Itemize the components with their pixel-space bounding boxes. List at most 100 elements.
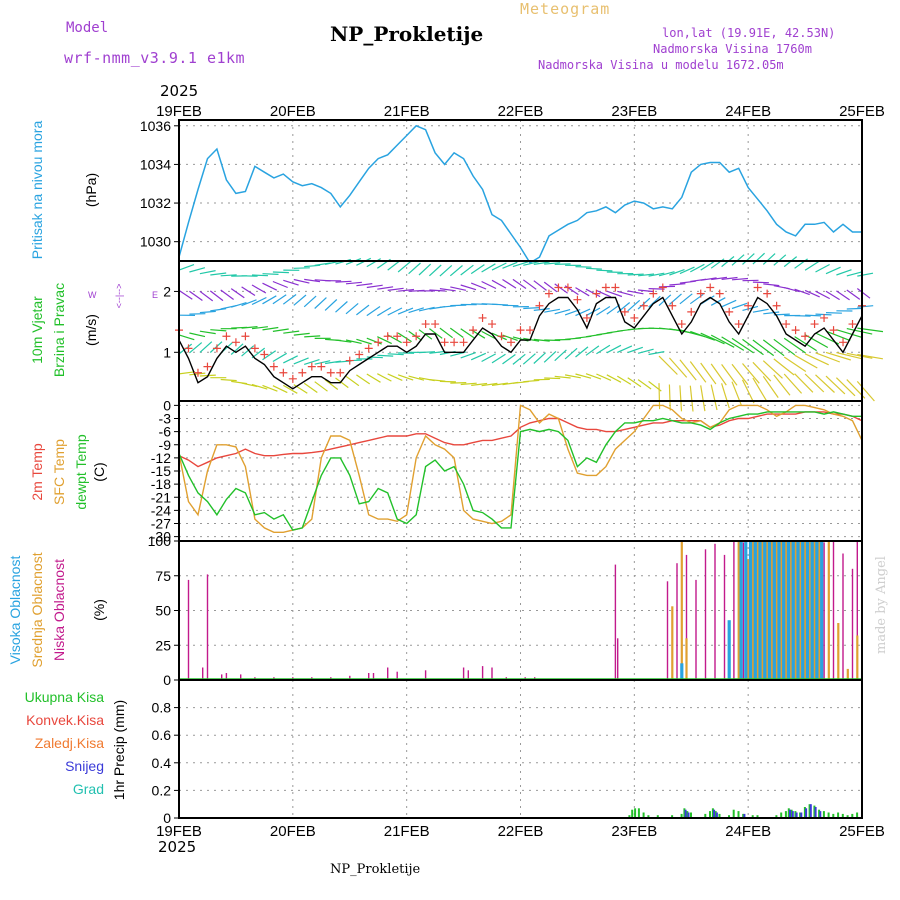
cloud-bar <box>846 668 849 680</box>
precip-legend-item: Zaledj.Kisa <box>35 735 104 751</box>
cloud-bar <box>221 674 223 680</box>
wind-vector <box>596 305 611 316</box>
wind-gust-marker <box>326 368 335 377</box>
wind-vector <box>449 265 463 277</box>
cloud-bar <box>714 543 716 680</box>
wind-vector <box>283 384 298 394</box>
wind-vector <box>502 261 518 269</box>
wind-vector <box>689 361 707 383</box>
cloud-bar <box>794 541 797 680</box>
y-tick-label: 75 <box>155 568 171 584</box>
wind-vector <box>460 264 474 276</box>
wind-gust-marker <box>336 368 345 377</box>
wind-vector <box>721 364 738 386</box>
wind-vector <box>189 290 203 301</box>
wind-vector <box>846 352 873 359</box>
cloud-bar <box>748 541 753 680</box>
pressure-series-line <box>178 124 862 264</box>
precip-bar <box>818 809 821 818</box>
cloud-bar <box>804 541 807 680</box>
wind-vector <box>700 385 706 412</box>
cloud-bar <box>617 638 619 680</box>
wind-vector <box>637 379 652 390</box>
cloud-bar <box>695 579 697 680</box>
cloud-bar <box>685 554 688 680</box>
wind-vector <box>460 284 477 291</box>
cloud-bar <box>801 541 805 680</box>
wind-gust-marker <box>307 362 316 371</box>
precip-bar <box>631 809 634 818</box>
x-tick-label-top: 23FEB <box>611 103 657 120</box>
wind-gust-marker <box>753 283 762 292</box>
y-tick-label: -27 <box>151 516 171 532</box>
wind-vector <box>752 361 772 382</box>
wind-vector <box>700 260 715 271</box>
wind-vector <box>523 379 540 383</box>
wind-vector <box>658 271 675 277</box>
wind-vector <box>189 332 206 338</box>
precip-bar <box>742 813 745 818</box>
cloud-bar <box>763 541 767 680</box>
wind-vector <box>846 307 863 310</box>
wind-vector <box>804 353 829 366</box>
wind-vector <box>533 352 547 364</box>
wind-vector <box>491 262 507 271</box>
wind-gust-marker <box>544 289 553 298</box>
wind-vector <box>398 288 415 292</box>
precip-bar <box>814 807 817 818</box>
wind-vector <box>836 352 862 360</box>
y-tick-label: 100 <box>148 533 172 549</box>
precip-bar <box>837 812 840 818</box>
precip-legend-item: Snijeg <box>65 758 104 774</box>
temperature-series-line <box>178 411 863 468</box>
wind-vector <box>324 299 338 311</box>
wind-gust-marker <box>696 289 705 298</box>
cloud-bar <box>805 541 810 680</box>
wind-vector <box>356 304 370 316</box>
wind-vector <box>220 378 237 382</box>
wind-vector <box>366 258 381 268</box>
wind-vector <box>533 338 550 342</box>
wind-gust-marker <box>469 326 478 335</box>
wind-vector <box>210 329 227 332</box>
wind-vector <box>272 385 288 394</box>
pressure-unit-label: (hPa) <box>83 173 99 207</box>
wind-vector <box>366 306 381 317</box>
wind-axis-title: 10m Vjetar <box>29 296 45 364</box>
wind-vector <box>439 264 453 277</box>
x-tick-label-bottom: 24FEB <box>725 823 771 840</box>
wind-vector <box>283 355 298 364</box>
cloud-bar <box>832 541 835 680</box>
wind-vector <box>752 252 766 265</box>
wind-vector <box>460 382 477 386</box>
cloud-bar <box>791 541 795 680</box>
wind-gust-marker <box>279 368 288 377</box>
wind-vector <box>731 337 754 354</box>
wind-vector <box>700 277 717 281</box>
wind-vector <box>439 288 456 292</box>
wind-vector <box>585 288 601 298</box>
precip-bar <box>795 812 798 818</box>
wind-vector <box>262 273 279 275</box>
wind-vector <box>283 279 299 286</box>
wind-gust-marker <box>507 338 516 347</box>
wind-vector <box>397 261 411 273</box>
cloud-bar <box>491 667 493 680</box>
precip-bar <box>800 812 803 818</box>
precip-bar <box>805 808 808 818</box>
cloud-bar <box>462 667 465 680</box>
wind-vector <box>825 312 842 314</box>
precip-bar <box>690 812 692 818</box>
wind-gust-marker <box>791 326 800 335</box>
cloud-bar <box>753 541 757 680</box>
wind-vector <box>481 353 496 363</box>
cloud-bar <box>789 541 792 680</box>
wind-gust-marker <box>288 374 297 383</box>
wind-gust-marker <box>374 338 383 347</box>
wind-vector <box>304 335 321 338</box>
meteogram-title: Meteogram <box>520 0 611 18</box>
model-elevation-label: Nadmorska Visina u modelu 1672.05m <box>538 58 784 72</box>
x-tick-label-top: 25FEB <box>839 103 885 120</box>
cloud-bar <box>751 541 754 680</box>
wind-gust-marker <box>488 320 497 329</box>
